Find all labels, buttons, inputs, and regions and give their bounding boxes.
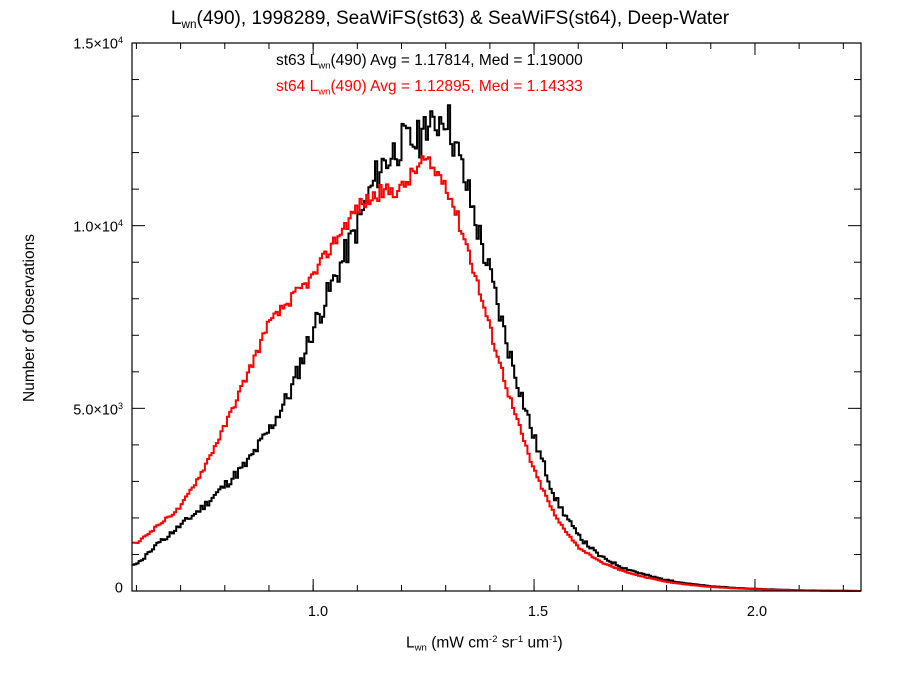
xlabel-t3: um xyxy=(523,634,549,652)
major-ticks xyxy=(132,42,861,592)
y-tick-mantissa: 1.0×10 xyxy=(73,219,118,236)
series-st64-line xyxy=(132,155,861,592)
xlabel-t4: ) xyxy=(557,634,563,652)
legend-entry-st63: st63 Lwn(490) Avg = 1.17814, Med = 1.190… xyxy=(276,52,583,71)
legend-st63-pre: st63 L xyxy=(276,52,319,69)
minor-ticks xyxy=(132,43,861,591)
chart-title: Lwn(490), 1998289, SeaWiFS(st63) & SeaWi… xyxy=(0,8,900,31)
x-axis-label: Lwn (mW cm-2 sr-1 um-1) xyxy=(406,634,563,654)
y-tick-label: 5.0×103 xyxy=(23,401,123,418)
y-tick-label: 1.5×104 xyxy=(23,35,123,52)
legend-st63-post: (490) Avg = 1.17814, Med = 1.19000 xyxy=(330,52,583,69)
y-tick-mantissa: 0 xyxy=(114,580,123,597)
y-tick-mantissa: 1.5×10 xyxy=(73,36,118,53)
xlabel-prefix: L xyxy=(406,634,415,652)
xlabel-sup3: -1 xyxy=(549,634,558,645)
legend-st64-pre: st64 L xyxy=(276,78,319,95)
xlabel-t1: (mW cm xyxy=(426,634,489,652)
series-st63-line xyxy=(132,104,861,592)
y-tick-label: 1.0×104 xyxy=(23,218,123,235)
legend-st64-sub: wn xyxy=(318,86,331,98)
y-tick-exp: 4 xyxy=(118,35,123,45)
xlabel-sub: wn xyxy=(414,642,427,654)
x-tick-label: 1.5 xyxy=(527,604,549,620)
plot-frame xyxy=(131,42,862,592)
xlabel-t2: sr xyxy=(497,634,515,652)
legend-st64-post: (490) Avg = 1.12895, Med = 1.14333 xyxy=(330,78,583,95)
y-axis-label: Number of Observations xyxy=(21,234,38,402)
legend-st63-sub: wn xyxy=(318,60,331,72)
x-tick-label: 1.0 xyxy=(307,604,329,620)
y-tick-exp: 4 xyxy=(118,218,123,228)
xlabel-sup2: -1 xyxy=(514,634,524,645)
series-layer xyxy=(132,104,861,592)
legend-entry-st64: st64 Lwn(490) Avg = 1.12895, Med = 1.143… xyxy=(276,78,583,97)
x-tick-label: 2.0 xyxy=(746,604,768,620)
xlabel-sup1: -2 xyxy=(488,634,498,645)
title-rest: (490), 1998289, SeaWiFS(st63) & SeaWiFS(… xyxy=(196,8,730,29)
y-tick-label: 0 xyxy=(23,579,123,596)
title-subscript: wn xyxy=(181,18,197,32)
title-prefix: L xyxy=(170,8,182,29)
y-tick-mantissa: 5.0×10 xyxy=(73,402,118,419)
y-tick-exp: 3 xyxy=(118,401,123,411)
